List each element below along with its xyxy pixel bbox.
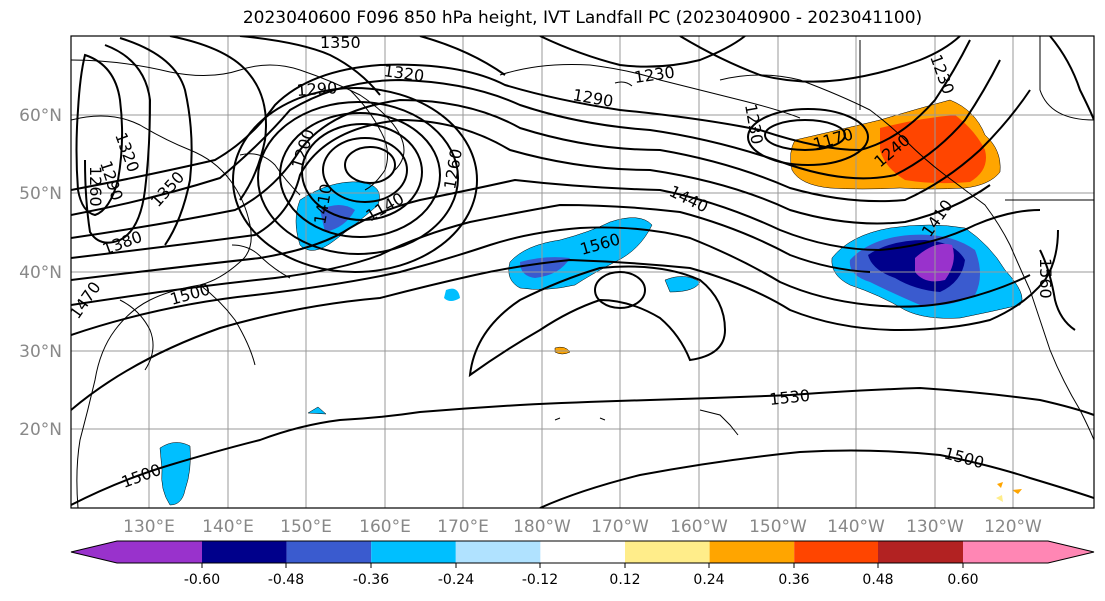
colorbar-tick-label: 0.60 (947, 572, 978, 588)
lon-label: 170°E (437, 517, 489, 537)
colorbar-segment (455, 541, 541, 563)
colorbar-tick-label: -0.12 (522, 572, 558, 588)
latitude-labels: 60°N 50°N 40°N 30°N 20°N (19, 106, 62, 440)
ivt-positive-area (996, 495, 1003, 502)
figure-title: 2023040600 F096 850 hPa height, IVT Land… (242, 8, 923, 28)
colorbar-segment (625, 541, 710, 563)
contour-label: 1290 (296, 78, 338, 100)
colorbar-outline (70, 540, 1095, 564)
lon-label: 130°W (906, 517, 964, 537)
ivt-negative-area (444, 288, 460, 301)
colorbar-tick-labels: -0.60 -0.48 -0.36 -0.24 -0.12 0.12 0.24 … (184, 572, 979, 588)
colorbar-tick-label: 0.24 (693, 572, 724, 588)
lat-label: 20°N (19, 420, 62, 440)
contour-label: 1560 (1036, 258, 1055, 299)
map-frame (70, 35, 1095, 509)
lat-label: 30°N (19, 342, 62, 362)
lon-label: 140°W (827, 517, 885, 537)
colorbar (70, 540, 1095, 568)
colorbar-extend-low (71, 541, 117, 563)
lat-label: 50°N (19, 184, 62, 204)
colorbar-tick-label: 0.12 (609, 572, 640, 588)
ivt-negative-area (307, 406, 327, 415)
contour-label: 1260 (86, 166, 105, 207)
contour-label: 1530 (768, 386, 810, 409)
lon-label: 150°W (749, 517, 807, 537)
lat-label: 40°N (19, 263, 62, 283)
lon-label: 180°W (513, 517, 571, 537)
lon-label: 170°W (591, 517, 649, 537)
colorbar-tick-label: -0.48 (268, 572, 304, 588)
colorbar-tick-label: 0.48 (862, 572, 893, 588)
colorbar-extend-high (1048, 541, 1094, 563)
colorbar-segment (963, 541, 1048, 563)
lon-label: 140°E (202, 517, 254, 537)
contour-label: 1350 (320, 33, 361, 52)
colorbar-segment (709, 541, 795, 563)
lon-label: 130°E (123, 517, 175, 537)
ivt-positive-area (1012, 489, 1022, 494)
ivt-positive-area (997, 482, 1003, 488)
colorbar-tick-label: 0.36 (778, 572, 809, 588)
lon-label: 120°W (984, 517, 1042, 537)
ivt-negative-area (664, 276, 701, 293)
lat-label: 60°N (19, 106, 62, 126)
colorbar-segment (371, 541, 456, 563)
longitude-labels: 130°E 140°E 150°E 160°E 170°E 180°W 170°… (123, 517, 1042, 537)
height-contours (71, 36, 1094, 508)
ivt-negative-area (159, 442, 191, 506)
coastlines (71, 36, 1094, 508)
lon-label: 160°E (359, 517, 411, 537)
colorbar-segment (794, 541, 879, 563)
colorbar-segment (286, 541, 372, 563)
colorbar-segment (540, 541, 625, 563)
colorbar-segment (878, 541, 963, 563)
colorbar-tick-label: -0.24 (438, 572, 474, 588)
lon-label: 150°E (280, 517, 332, 537)
colorbar-segment (202, 541, 287, 563)
lon-label: 160°W (670, 517, 728, 537)
colorbar-tick-label: -0.60 (184, 572, 220, 588)
colorbar-tick-label: -0.36 (353, 572, 389, 588)
colorbar-segment (117, 541, 202, 563)
